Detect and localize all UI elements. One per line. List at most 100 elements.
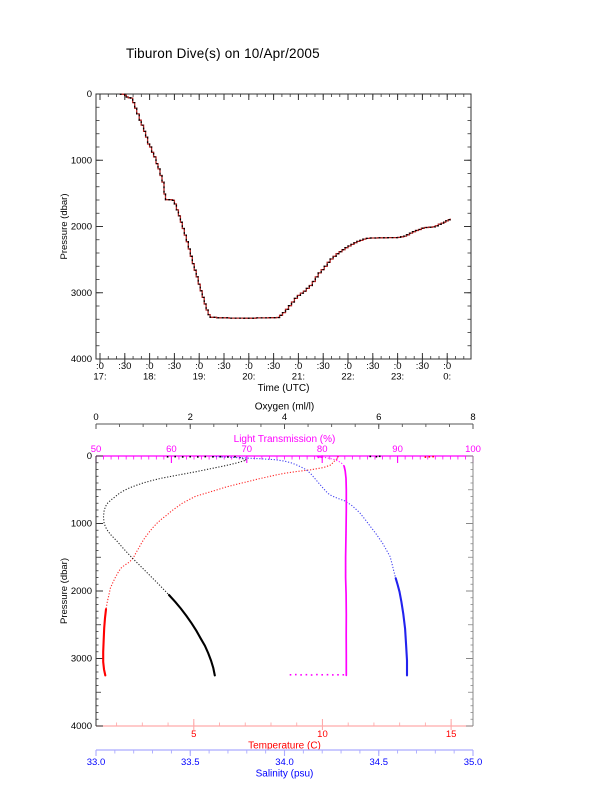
dive-profile-dots <box>119 93 451 319</box>
stray-temperature-marks-point <box>428 456 431 458</box>
light-surface-blob-point <box>316 455 319 458</box>
light-surface-blob-point <box>319 455 321 458</box>
oxygen-surface-scatter-point <box>227 456 229 458</box>
pressure-axis-title: Pressure (dbar) <box>59 558 70 624</box>
pressure-tick-label: 1000 <box>71 155 92 166</box>
light-bottom-scatter-point <box>342 674 345 676</box>
pressure-tick-label: 4000 <box>71 721 92 732</box>
pressure-axis-bottom: 0 1000 2000 3000 4000 Pressure (dbar) <box>59 451 474 732</box>
salinity-tick-label: 35.0 <box>464 757 483 768</box>
pressure-tick-label: 2000 <box>71 586 92 597</box>
temperature-tick-label: 5 <box>191 729 196 740</box>
salinity-axis: 33.0 33.5 34.0 34.5 35.0 Salinity (psu) <box>87 749 483 780</box>
light-tick-label: 80 <box>317 444 328 455</box>
oxygen-tick-label: 0 <box>93 412 98 423</box>
light-surface-blob-point <box>321 455 323 457</box>
time-minute-label: :30 <box>366 361 379 372</box>
light-bottom-scatter-point <box>326 673 329 676</box>
oxygen-surface-scatter-point <box>204 455 207 458</box>
time-hour-label: 20: <box>242 372 255 383</box>
pressure-tick-label: 4000 <box>71 354 92 365</box>
time-axis-title: Time (UTC) <box>258 383 310 394</box>
salinity-tick-label: 33.0 <box>87 757 106 768</box>
stray-oxygen-marks-point <box>369 455 372 458</box>
pressure-tick-label: 0 <box>87 451 92 462</box>
light-bottom-scatter-point <box>295 673 297 676</box>
time-minute-label: :30 <box>317 361 330 372</box>
oxygen-surface-scatter-point <box>181 456 184 458</box>
salinity-tick-label: 34.0 <box>275 757 294 768</box>
light-tick-label: 100 <box>465 444 481 455</box>
temperature-profile-bold <box>102 608 108 677</box>
pressure-tick-label: 3000 <box>71 288 92 299</box>
oxygen-surface-scatter <box>166 455 236 458</box>
time-minute-label: :0 <box>443 361 451 372</box>
time-minute-label: :0 <box>245 361 253 372</box>
time-minute-label: :0 <box>394 361 402 372</box>
light-bottom-scatter <box>289 673 345 676</box>
light-tick-label: 90 <box>392 444 403 455</box>
time-minute-label: :30 <box>217 361 230 372</box>
light-surface-blob <box>316 455 323 459</box>
light-transmission-profile <box>319 455 347 676</box>
light-tick-label: 60 <box>166 444 177 455</box>
temperature-axis: 5 10 15 Temperature (C) <box>96 719 473 752</box>
oxygen-surface-scatter-point <box>212 456 214 458</box>
light-bottom-scatter-point <box>289 674 292 676</box>
stray-oxygen-marks-point <box>378 455 381 458</box>
stray-temperature-marks <box>424 455 434 458</box>
time-minute-label: :30 <box>118 361 131 372</box>
pressure-axis-title: Pressure (dbar) <box>59 194 70 260</box>
light-tick-label: 70 <box>242 444 253 455</box>
time-minute-label: :0 <box>96 361 104 372</box>
pressure-tick-label: 1000 <box>71 519 92 530</box>
oxygen-tick-label: 8 <box>470 412 475 423</box>
top-plot-frame <box>95 93 472 360</box>
oxygen-surface-scatter-point <box>197 456 199 458</box>
time-hour-label: 23: <box>391 372 404 383</box>
light-transmission-profile-bold <box>343 465 348 677</box>
light-bottom-scatter-point <box>300 674 302 676</box>
pressure-tick-label: 0 <box>87 89 92 100</box>
oxygen-surface-scatter-point <box>234 455 236 458</box>
pressure-tick-label: 2000 <box>71 222 92 233</box>
oxygen-surface-scatter-point <box>219 455 222 458</box>
time-minute-label: :30 <box>168 361 181 372</box>
salinity-tick-label: 33.5 <box>181 757 200 768</box>
time-hour-label: 18: <box>143 372 156 383</box>
salinity-axis-title: Salinity (psu) <box>256 769 314 780</box>
oxygen-profile-bold <box>167 593 216 677</box>
dive-profile-line <box>119 93 451 319</box>
time-hour-label: 21: <box>292 372 305 383</box>
time-minute-label: :30 <box>416 361 429 372</box>
light-surface-blob-point <box>320 456 323 458</box>
light-surface-blob-point <box>317 456 320 459</box>
salinity-tick-label: 34.5 <box>370 757 389 768</box>
time-minute-label: :0 <box>344 361 352 372</box>
oxygen-axis: 0 2 4 6 8 Oxygen (ml/l) <box>93 402 476 429</box>
stray-oxygen-marks-point <box>375 455 378 458</box>
light-transmission-axis: 50 60 70 80 90 100 Light Transmission (%) <box>91 434 481 463</box>
time-hour-label: 22: <box>341 372 354 383</box>
salinity-profile <box>212 455 408 676</box>
temperature-tick-label: 15 <box>446 729 457 740</box>
oxygen-surface-scatter-point <box>166 456 169 458</box>
stray-oxygen-marks <box>369 455 381 458</box>
time-axis: :017::30:018::30:019::30:020::30:021::30… <box>93 94 465 394</box>
pressure-tick-label: 3000 <box>71 654 92 665</box>
light-bottom-scatter-point <box>332 674 334 676</box>
time-hour-label: 17: <box>93 372 106 383</box>
stray-temperature-marks-point <box>424 456 427 458</box>
oxygen-tick-label: 2 <box>188 412 193 423</box>
light-bottom-scatter-point <box>310 674 313 676</box>
temperature-axis-title: Temperature (C) <box>248 741 321 752</box>
oxygen-tick-label: 6 <box>376 412 381 423</box>
oxygen-axis-title: Oxygen (ml/l) <box>255 402 314 413</box>
time-minute-label: :30 <box>267 361 280 372</box>
oxygen-profile <box>102 456 248 676</box>
time-hour-label: 0: <box>443 372 451 383</box>
temperature-profile <box>102 455 339 676</box>
